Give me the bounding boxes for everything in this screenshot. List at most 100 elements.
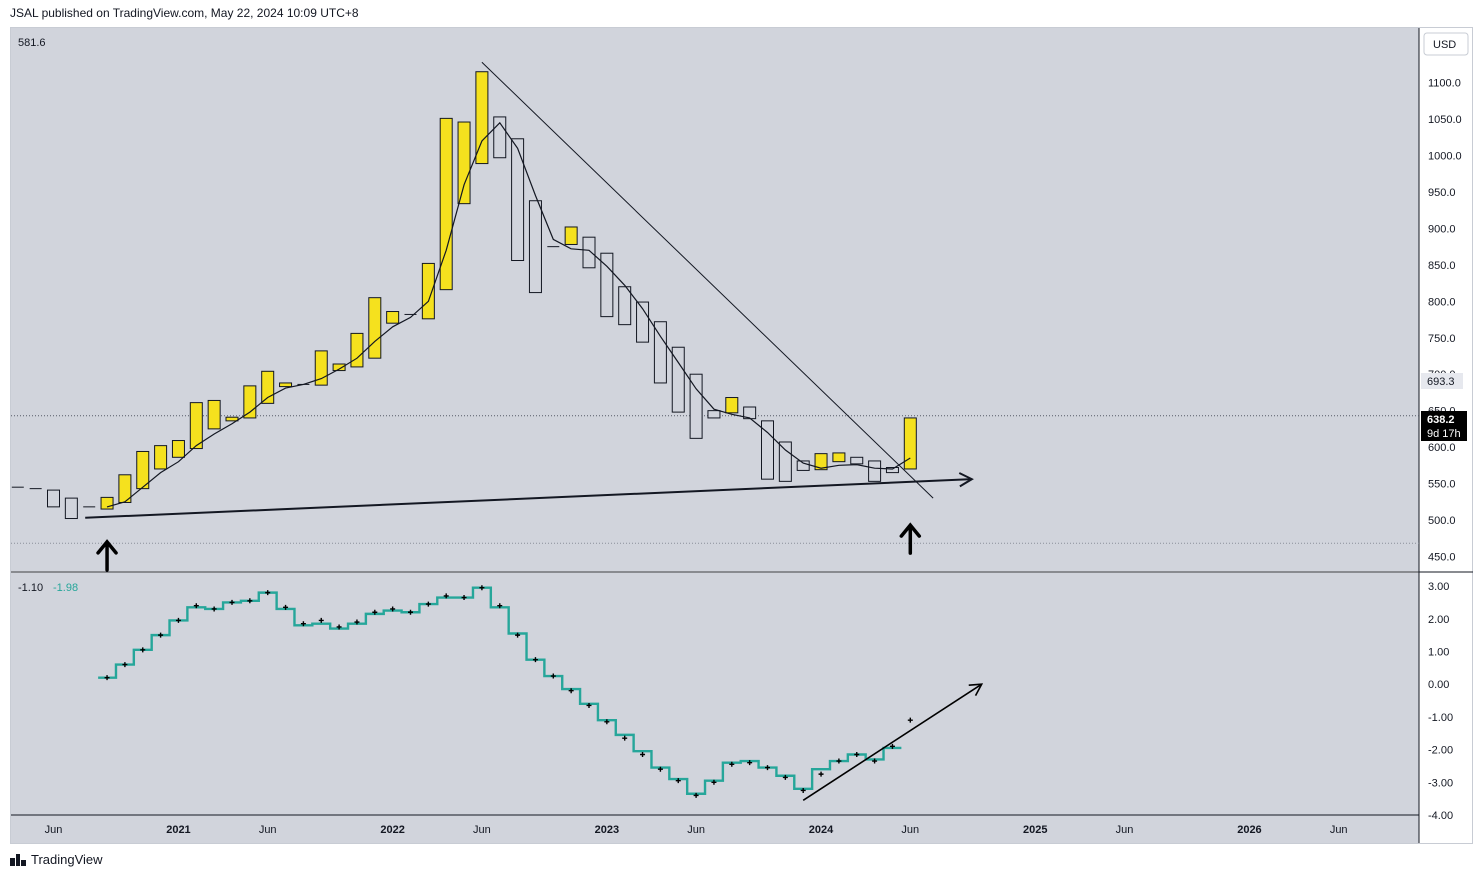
candle <box>582 236 596 269</box>
time-axis-tick: 2023 <box>595 824 619 836</box>
currency-label: USD <box>1433 39 1456 51</box>
oscillator-dot <box>158 632 164 638</box>
oscillator-dot <box>604 719 610 725</box>
oscillator-dot <box>229 599 235 605</box>
time-axis-tick: Jun <box>259 824 277 836</box>
oscillator-dot <box>836 758 842 764</box>
oscillator-dot <box>586 702 592 708</box>
oscillator-dot <box>622 735 628 741</box>
time-axis-tick: Jun <box>687 824 705 836</box>
high-price-text: 693.3 <box>1427 376 1455 388</box>
last-price-label: 638.2 9d 17h <box>1421 411 1467 441</box>
candle <box>868 460 882 482</box>
oscillator-dot <box>390 606 396 612</box>
tradingview-footer[interactable]: TradingView <box>10 852 103 867</box>
up-arrow-icon <box>96 539 118 572</box>
candle <box>207 399 221 430</box>
indicator-value-2: -1.98 <box>53 582 78 594</box>
indicator-axis-tick: 0.00 <box>1428 679 1449 691</box>
oscillator-dot <box>782 774 788 780</box>
oscillator-dot <box>283 604 289 610</box>
candle <box>332 363 346 372</box>
oscillator-signal-line <box>98 586 902 795</box>
oscillator-dot <box>800 787 806 793</box>
oscillator-dot <box>657 766 663 772</box>
oscillator-dot <box>408 609 413 615</box>
indicator-axis-tick: -2.00 <box>1428 745 1453 757</box>
candle <box>475 71 489 165</box>
oscillator-dot <box>675 778 681 784</box>
oscillator-dot <box>425 601 431 607</box>
price-axis-tick: 950.0 <box>1428 187 1456 199</box>
oscillator-dot <box>461 595 467 601</box>
indicator-axis-tick: 1.00 <box>1428 646 1449 658</box>
candle <box>189 402 203 450</box>
candle <box>279 382 293 388</box>
candle <box>261 370 275 404</box>
oscillator-dot <box>318 617 324 623</box>
oscillator-dot <box>211 606 217 612</box>
candle <box>618 286 632 326</box>
candle <box>243 385 257 419</box>
candle <box>850 456 864 465</box>
candle <box>636 301 650 343</box>
time-axis-tick: 2021 <box>166 824 190 836</box>
price-axis-tick: 1100.0 <box>1428 78 1461 90</box>
candle <box>814 453 828 471</box>
indicator-pane-bg <box>11 573 1419 815</box>
oscillator-dot <box>300 621 306 627</box>
last-price-text: 638.2 <box>1427 414 1455 426</box>
oscillator-dot <box>747 760 753 766</box>
moving-average-line <box>106 121 911 508</box>
oscillator-dot <box>532 657 538 663</box>
chart-frame[interactable] <box>10 27 1473 844</box>
axis-labels-layer: 1150.01100.01050.01000.0950.0900.0850.08… <box>45 41 1462 836</box>
time-axis-tick: 2025 <box>1023 824 1047 836</box>
time-axis-tick: 2022 <box>380 824 404 836</box>
indicator-axis-tick: 3.00 <box>1428 581 1449 593</box>
price-axis-tick: 600.0 <box>1428 442 1456 454</box>
time-axis-tick: Jun <box>473 824 491 836</box>
price-axis-tick: 1000.0 <box>1428 151 1462 163</box>
candle <box>903 417 917 470</box>
candle <box>47 489 60 508</box>
oscillator-dot <box>889 743 895 749</box>
candle <box>653 321 667 384</box>
high-price-label: 693.3 <box>1421 373 1463 389</box>
candle <box>171 440 185 458</box>
footer-brand: TradingView <box>31 852 103 867</box>
indicator-axis-tick: 2.00 <box>1428 614 1449 626</box>
oscillator-dot <box>711 779 717 785</box>
oscillator-dot <box>140 647 146 653</box>
candle <box>796 460 810 471</box>
candle <box>154 445 168 470</box>
time-axis-tick: 2026 <box>1237 824 1261 836</box>
oscillator-dot <box>765 765 770 771</box>
candle <box>368 297 382 359</box>
currency-button[interactable]: USD <box>1423 32 1469 56</box>
candle <box>707 410 721 419</box>
oscillator-dot <box>354 619 360 625</box>
oscillator-dot <box>443 593 449 599</box>
indicator-axis-tick: -1.00 <box>1428 712 1453 724</box>
price-axis-tick: 800.0 <box>1428 296 1456 308</box>
price-axis-tick: 450.0 <box>1428 551 1456 563</box>
oscillator-dot <box>729 761 735 767</box>
candle <box>832 452 846 463</box>
descending-trend-line <box>481 61 934 499</box>
candle <box>689 373 703 439</box>
candle <box>421 262 435 320</box>
oscillator-dot <box>122 662 128 668</box>
oscillator-dot <box>515 632 521 638</box>
time-axis-tick: Jun <box>1116 824 1134 836</box>
oscillator-dot <box>479 585 485 591</box>
momentum-arrow-line <box>802 683 983 801</box>
candle <box>386 311 400 324</box>
time-axis-tick: Jun <box>1330 824 1348 836</box>
oscillator-dot <box>247 598 253 604</box>
price-pane-bg <box>11 28 1419 571</box>
momentum-arrowhead <box>968 683 984 697</box>
support-arrowhead <box>958 472 974 488</box>
candle <box>725 397 739 414</box>
